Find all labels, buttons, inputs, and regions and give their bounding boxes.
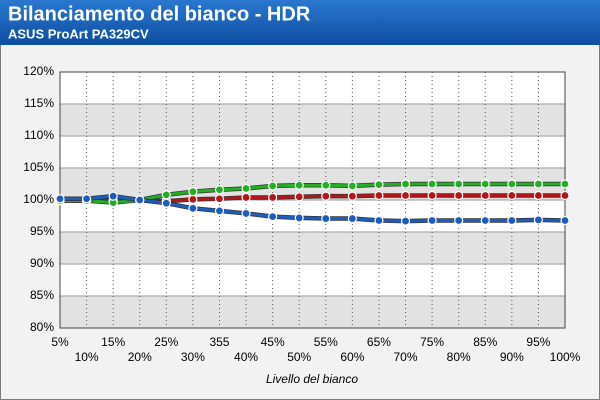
y-tick-label: 100% [23, 192, 54, 206]
point [347, 213, 357, 224]
point [294, 192, 304, 202]
y-tick-label: 115% [24, 96, 54, 110]
x-tick-label: 70% [394, 350, 418, 364]
x-axis-label: Livello del bianco [266, 372, 358, 386]
x-tick-label: 90% [500, 350, 524, 364]
x-tick-label: 75% [420, 335, 444, 349]
point [454, 215, 464, 226]
point [241, 183, 251, 194]
point [347, 181, 357, 191]
point [321, 213, 331, 224]
y-tick-label: 90% [30, 256, 54, 270]
point [321, 180, 331, 190]
header [0, 0, 600, 45]
point [560, 190, 570, 201]
chart-subtitle: ASUS ProArt PA329CV [8, 26, 149, 41]
point [347, 191, 357, 201]
y-tick-label: 110% [24, 128, 54, 142]
point [374, 190, 384, 201]
point [161, 198, 171, 208]
point [507, 179, 517, 189]
x-tick-label: 15% [101, 335, 125, 349]
point [108, 191, 118, 201]
point [533, 215, 544, 225]
x-tick-label: 50% [287, 350, 311, 364]
point [241, 208, 251, 219]
x-tick-label: 65% [367, 335, 391, 349]
point [135, 195, 145, 205]
point [161, 190, 171, 200]
point [188, 203, 198, 213]
x-tick-label: 45% [261, 335, 285, 349]
point [427, 190, 437, 201]
point [214, 194, 225, 204]
x-tick-label: 355 [209, 335, 229, 349]
y-tick-label: 85% [30, 288, 54, 302]
point [427, 215, 437, 226]
chart-title: Bilanciamento del bianco - HDR [8, 3, 311, 25]
point [374, 180, 384, 190]
point [374, 215, 384, 226]
point [507, 190, 517, 201]
point [268, 192, 278, 203]
point [321, 191, 331, 201]
y-tick-label: 95% [30, 224, 54, 238]
point [268, 212, 278, 222]
y-tick-label: 105% [23, 160, 54, 174]
x-tick-label: 10% [75, 350, 99, 364]
band [60, 296, 565, 328]
point [560, 215, 570, 226]
point [55, 194, 65, 204]
x-tick-label: 20% [128, 350, 152, 364]
point [188, 194, 198, 204]
point [480, 215, 490, 226]
point [214, 185, 225, 195]
x-tick-label: 60% [340, 350, 364, 364]
x-tick-label: 5% [51, 335, 69, 349]
x-tick-label: 55% [314, 335, 338, 349]
point [241, 192, 251, 203]
point [214, 206, 225, 216]
point [294, 180, 304, 190]
x-tick-label: 25% [154, 335, 178, 349]
x-tick-label: 80% [447, 350, 471, 364]
x-tick-label: 95% [526, 335, 550, 349]
point [400, 179, 411, 189]
point [427, 179, 437, 189]
point [454, 190, 464, 201]
band [60, 232, 565, 264]
point [533, 179, 544, 189]
point [81, 194, 92, 204]
point [560, 179, 570, 189]
point [188, 187, 198, 197]
x-tick-label: 85% [473, 335, 497, 349]
point [480, 179, 490, 189]
point [507, 215, 517, 226]
y-tick-label: 120% [23, 64, 54, 78]
point [268, 181, 278, 191]
point [400, 190, 411, 201]
x-tick-label: 30% [181, 350, 205, 364]
band [60, 104, 565, 136]
point [400, 216, 411, 226]
point [480, 190, 490, 201]
point [454, 179, 464, 189]
y-tick-label: 80% [30, 320, 54, 334]
point [533, 190, 544, 201]
x-tick-label: 40% [234, 350, 258, 364]
point [294, 213, 304, 223]
x-tick-label: 100% [550, 350, 581, 364]
